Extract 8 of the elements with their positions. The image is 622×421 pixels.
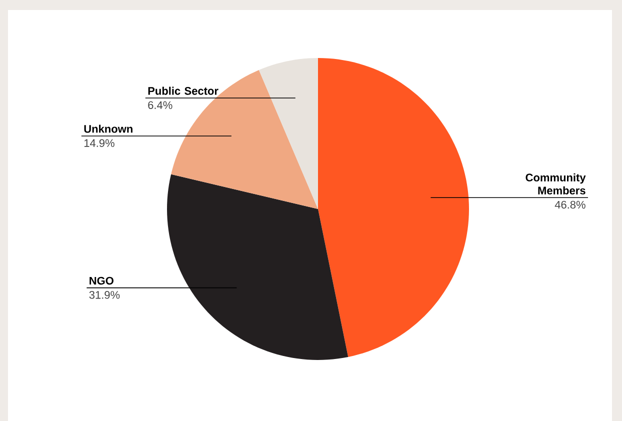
slice-label: Community Members (526, 173, 586, 194)
slice-label: NGO (90, 276, 114, 285)
data-label: 6.4% (148, 101, 172, 110)
slice-label: Public Sector (148, 86, 218, 95)
data-label: 46.8% (554, 200, 586, 209)
data-label: 14.9% (84, 139, 114, 147)
data-label: 31.9% (89, 291, 120, 299)
slice-label: Unknown (84, 124, 132, 133)
